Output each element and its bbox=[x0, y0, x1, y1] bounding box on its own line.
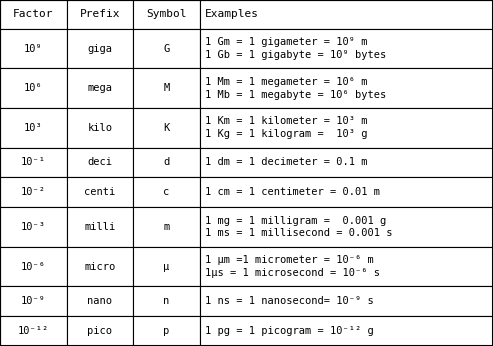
Bar bbox=[133, 0, 200, 29]
Bar bbox=[133, 316, 200, 346]
Bar bbox=[67, 177, 133, 207]
Bar bbox=[67, 108, 133, 148]
Text: K: K bbox=[163, 123, 170, 133]
Bar bbox=[0, 148, 67, 177]
Bar bbox=[200, 0, 493, 29]
Text: nano: nano bbox=[87, 296, 112, 306]
Text: 10⁻⁶: 10⁻⁶ bbox=[21, 262, 46, 272]
Text: 1 ns = 1 nanosecond= 10⁻⁹ s: 1 ns = 1 nanosecond= 10⁻⁹ s bbox=[205, 296, 373, 306]
Bar bbox=[0, 0, 67, 29]
Text: milli: milli bbox=[84, 222, 115, 232]
Text: p: p bbox=[163, 326, 170, 336]
Text: 10⁻²: 10⁻² bbox=[21, 187, 46, 197]
Bar bbox=[200, 286, 493, 316]
Text: Examples: Examples bbox=[205, 9, 259, 19]
Bar bbox=[67, 29, 133, 69]
Text: deci: deci bbox=[87, 157, 112, 167]
Bar bbox=[200, 247, 493, 286]
Bar bbox=[200, 108, 493, 148]
Bar bbox=[67, 247, 133, 286]
Bar bbox=[133, 247, 200, 286]
Text: 10⁻³: 10⁻³ bbox=[21, 222, 46, 232]
Text: Factor: Factor bbox=[13, 9, 54, 19]
Bar bbox=[200, 29, 493, 69]
Text: 1 Mm = 1 megameter = 10⁶ m
1 Mb = 1 megabyte = 10⁶ bytes: 1 Mm = 1 megameter = 10⁶ m 1 Mb = 1 mega… bbox=[205, 77, 386, 100]
Text: 10⁶: 10⁶ bbox=[24, 83, 43, 93]
Text: 10⁻¹²: 10⁻¹² bbox=[18, 326, 49, 336]
Bar bbox=[0, 207, 67, 247]
Text: μ: μ bbox=[163, 262, 170, 272]
Text: 1 μm =1 micrometer = 10⁻⁶ m
1μs = 1 microsecond = 10⁻⁶ s: 1 μm =1 micrometer = 10⁻⁶ m 1μs = 1 micr… bbox=[205, 255, 380, 278]
Text: 1 Gm = 1 gigameter = 10⁹ m
1 Gb = 1 gigabyte = 10⁹ bytes: 1 Gm = 1 gigameter = 10⁹ m 1 Gb = 1 giga… bbox=[205, 37, 386, 60]
Text: centi: centi bbox=[84, 187, 115, 197]
Bar bbox=[67, 0, 133, 29]
Bar bbox=[133, 108, 200, 148]
Text: kilo: kilo bbox=[87, 123, 112, 133]
Bar bbox=[200, 69, 493, 108]
Text: n: n bbox=[163, 296, 170, 306]
Text: c: c bbox=[163, 187, 170, 197]
Text: giga: giga bbox=[87, 44, 112, 54]
Bar bbox=[133, 286, 200, 316]
Text: 1 pg = 1 picogram = 10⁻¹² g: 1 pg = 1 picogram = 10⁻¹² g bbox=[205, 326, 373, 336]
Bar bbox=[0, 69, 67, 108]
Bar bbox=[200, 177, 493, 207]
Text: 10⁻⁹: 10⁻⁹ bbox=[21, 296, 46, 306]
Bar bbox=[200, 316, 493, 346]
Text: micro: micro bbox=[84, 262, 115, 272]
Bar bbox=[0, 286, 67, 316]
Bar bbox=[133, 148, 200, 177]
Text: Symbol: Symbol bbox=[146, 9, 187, 19]
Bar bbox=[133, 207, 200, 247]
Bar bbox=[67, 286, 133, 316]
Bar bbox=[200, 207, 493, 247]
Text: 1 Km = 1 kilometer = 10³ m
1 Kg = 1 kilogram =  10³ g: 1 Km = 1 kilometer = 10³ m 1 Kg = 1 kilo… bbox=[205, 116, 367, 139]
Bar bbox=[67, 316, 133, 346]
Bar bbox=[133, 177, 200, 207]
Text: G: G bbox=[163, 44, 170, 54]
Bar bbox=[67, 148, 133, 177]
Text: Prefix: Prefix bbox=[79, 9, 120, 19]
Bar bbox=[133, 69, 200, 108]
Text: m: m bbox=[163, 222, 170, 232]
Bar bbox=[0, 108, 67, 148]
Bar bbox=[0, 177, 67, 207]
Bar bbox=[67, 69, 133, 108]
Text: 1 dm = 1 decimeter = 0.1 m: 1 dm = 1 decimeter = 0.1 m bbox=[205, 157, 367, 167]
Bar bbox=[0, 247, 67, 286]
Bar bbox=[67, 207, 133, 247]
Bar bbox=[0, 316, 67, 346]
Text: 1 cm = 1 centimeter = 0.01 m: 1 cm = 1 centimeter = 0.01 m bbox=[205, 187, 380, 197]
Text: 10³: 10³ bbox=[24, 123, 43, 133]
Bar bbox=[133, 29, 200, 69]
Text: pico: pico bbox=[87, 326, 112, 336]
Text: M: M bbox=[163, 83, 170, 93]
Text: mega: mega bbox=[87, 83, 112, 93]
Text: 1 mg = 1 milligram =  0.001 g
1 ms = 1 millisecond = 0.001 s: 1 mg = 1 milligram = 0.001 g 1 ms = 1 mi… bbox=[205, 216, 392, 238]
Text: 10⁻¹: 10⁻¹ bbox=[21, 157, 46, 167]
Text: d: d bbox=[163, 157, 170, 167]
Bar bbox=[200, 148, 493, 177]
Bar bbox=[0, 29, 67, 69]
Text: 10⁹: 10⁹ bbox=[24, 44, 43, 54]
